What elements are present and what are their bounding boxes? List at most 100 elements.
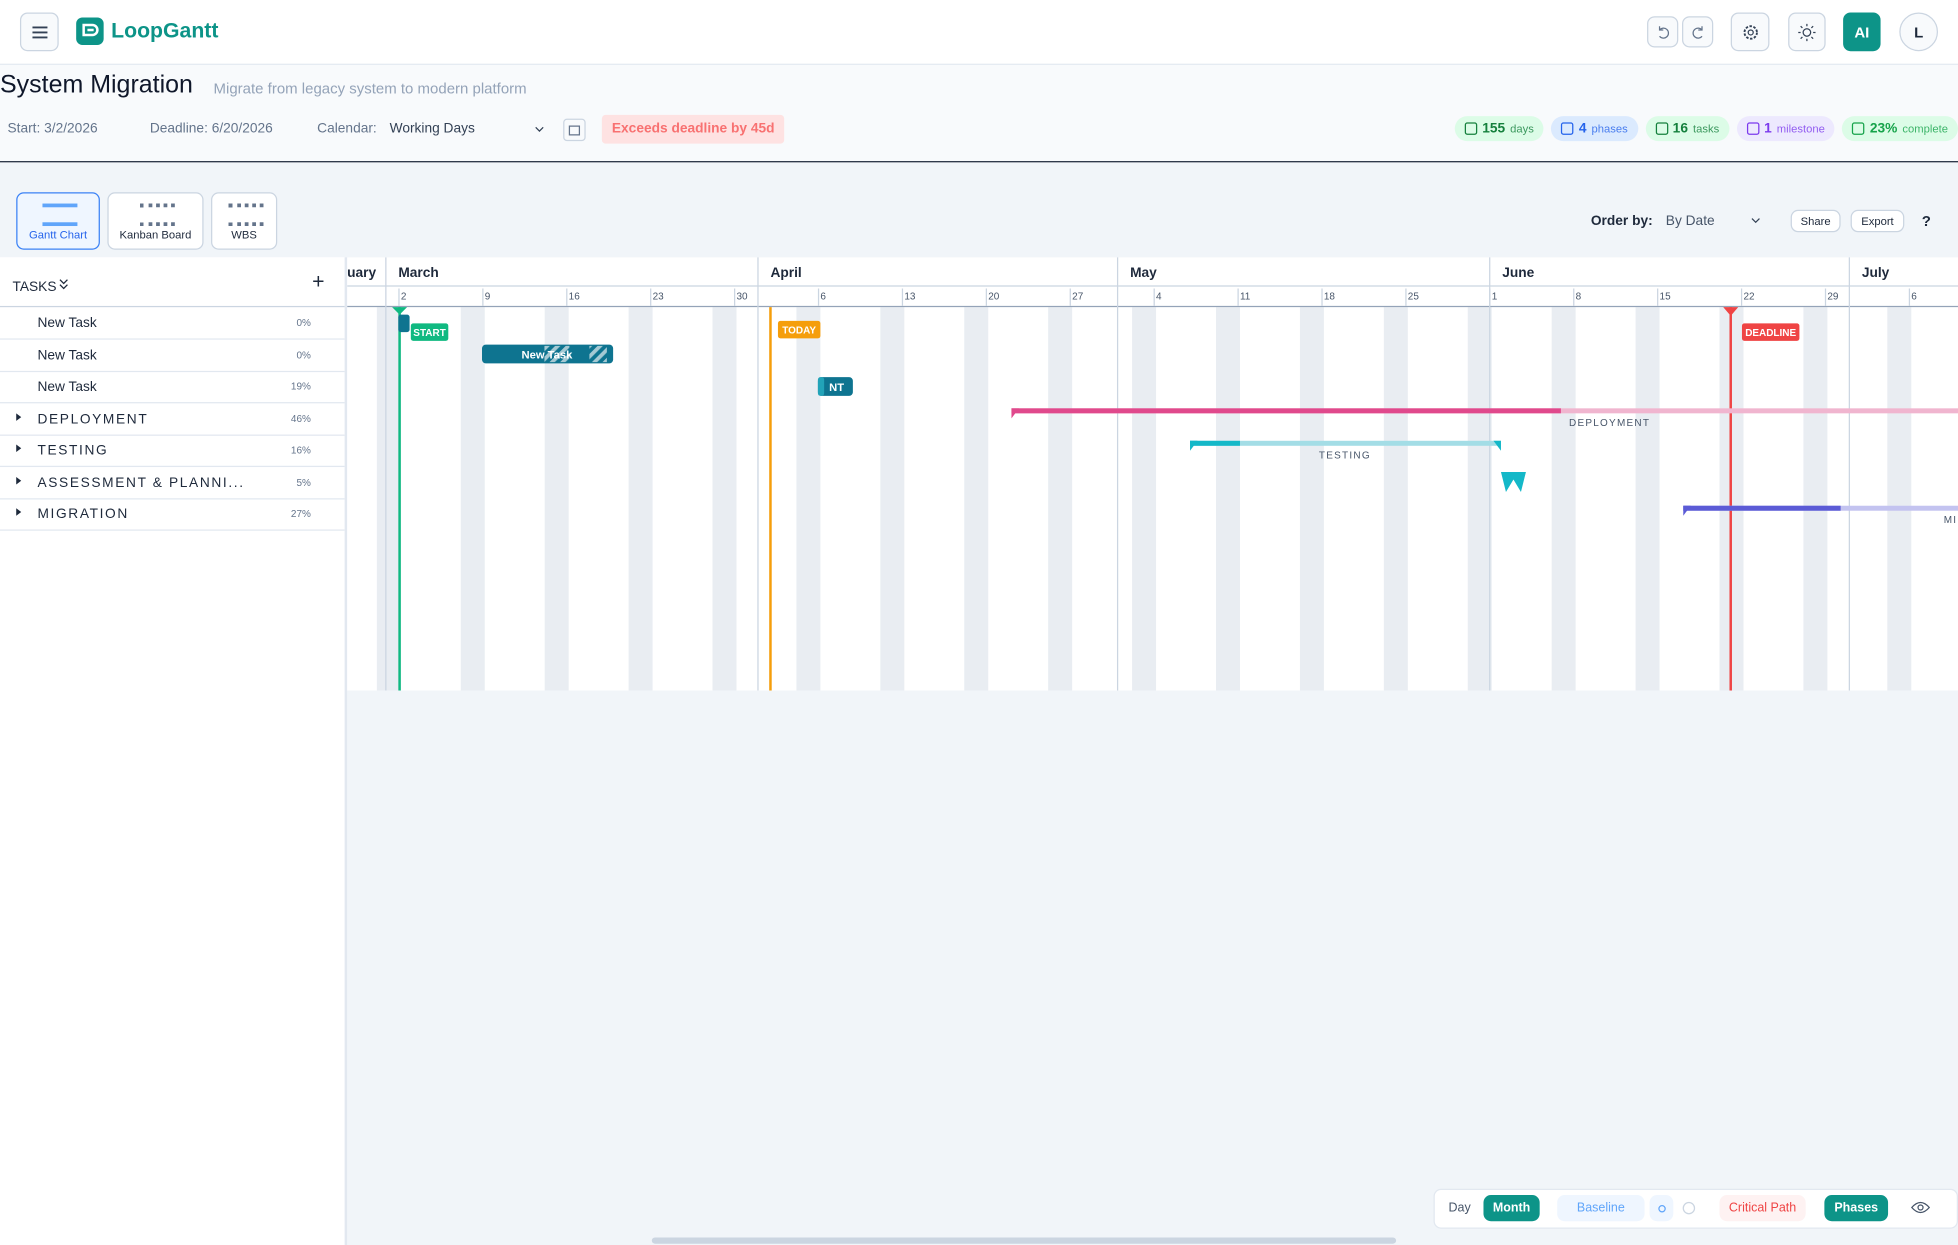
weekend-stripe bbox=[964, 307, 989, 691]
add-task-button[interactable]: + bbox=[312, 269, 325, 294]
eye-icon[interactable] bbox=[1910, 1200, 1931, 1215]
start-date: Start: 3/2/2026 bbox=[7, 121, 98, 137]
toggle-circle[interactable] bbox=[1682, 1201, 1696, 1215]
phase-label: MI bbox=[1944, 515, 1958, 526]
deadline-label: DEADLINE bbox=[1745, 328, 1796, 339]
menu-button[interactable] bbox=[19, 12, 59, 52]
order-select[interactable]: By Date bbox=[1666, 214, 1763, 229]
month-label: uary bbox=[347, 265, 376, 280]
stats: 155 days 4 phases 16 tasks 1 milestone 23% comple… bbox=[1447, 116, 1958, 142]
view-button[interactable]: Kanban Board bbox=[107, 192, 204, 250]
deadline-warning: Exceeds deadline by 45d bbox=[601, 114, 785, 144]
deadline-date: Deadline: 6/20/2026 bbox=[149, 121, 273, 137]
task-name: TESTING bbox=[37, 443, 109, 459]
day-label: 16 bbox=[569, 292, 581, 303]
task-row[interactable]: ASSESSMENT & PLANNI... 5% bbox=[0, 466, 345, 499]
task-row[interactable]: MIGRATION 27% bbox=[0, 498, 345, 531]
task-row[interactable]: TESTING 16% bbox=[0, 435, 345, 468]
day-label: 1 bbox=[1492, 292, 1498, 303]
ai-button[interactable]: AI bbox=[1843, 12, 1881, 52]
share-button[interactable]: Share bbox=[1790, 209, 1841, 233]
view-button[interactable]: Gantt Chart bbox=[16, 192, 100, 250]
day-label: 27 bbox=[1072, 292, 1084, 303]
start-badge bbox=[410, 323, 449, 341]
day-label: 11 bbox=[1240, 292, 1251, 303]
calendar-label: Calendar: bbox=[317, 121, 377, 137]
phase-bar-progress bbox=[1683, 505, 1841, 511]
baseline-settings[interactable] bbox=[1649, 1195, 1674, 1222]
scrollbar[interactable] bbox=[651, 1237, 1397, 1244]
task-row[interactable]: New Task 0% bbox=[0, 307, 345, 340]
day-button[interactable]: Day bbox=[1448, 1201, 1471, 1216]
start-label: START bbox=[413, 328, 445, 339]
bar-end bbox=[1190, 440, 1198, 451]
view-button[interactable]: WBS bbox=[211, 192, 278, 250]
stat-unit: complete bbox=[1902, 122, 1949, 135]
undo-icon bbox=[1658, 25, 1669, 39]
undo-button[interactable] bbox=[1647, 16, 1679, 48]
phase-bar-progress bbox=[1190, 440, 1240, 446]
task-name: ASSESSMENT & PLANNI... bbox=[37, 475, 245, 491]
stat-value: 23% bbox=[1869, 121, 1898, 137]
month-label: May bbox=[1130, 265, 1157, 280]
phases-button[interactable]: Phases bbox=[1824, 1195, 1889, 1222]
day-label: 22 bbox=[1743, 292, 1755, 303]
start-pin bbox=[392, 307, 408, 315]
stat-value: 4 bbox=[1578, 121, 1587, 137]
expand-arrow bbox=[16, 508, 22, 516]
collapse-icon[interactable] bbox=[59, 278, 69, 290]
chevron bbox=[535, 126, 544, 132]
gear-icon bbox=[1657, 1204, 1666, 1212]
day-label: 8 bbox=[1576, 292, 1582, 303]
day-label: 4 bbox=[1156, 292, 1162, 303]
stat-unit: milestone bbox=[1776, 122, 1825, 135]
calendar-select[interactable]: Working Days bbox=[390, 121, 547, 136]
weekend-stripe bbox=[376, 307, 401, 691]
weekend-stripe bbox=[1383, 307, 1408, 691]
task-progress: 19% bbox=[290, 380, 311, 393]
task-bar-label: NT bbox=[829, 382, 844, 394]
task-bar-hatch bbox=[589, 345, 607, 363]
calendar-button[interactable] bbox=[563, 118, 586, 142]
stat-icon bbox=[1561, 122, 1574, 135]
stat-icon bbox=[1746, 122, 1760, 135]
weekend-stripe bbox=[880, 307, 905, 691]
task-bar bbox=[817, 377, 853, 396]
weekend-stripe bbox=[1216, 307, 1240, 691]
weekend-stripe bbox=[796, 307, 821, 691]
task-bar-progress bbox=[817, 377, 825, 396]
task-row[interactable]: DEPLOYMENT 46% bbox=[0, 403, 345, 436]
day-label: 30 bbox=[736, 292, 748, 303]
export-button[interactable]: Export bbox=[1850, 209, 1905, 233]
task-bar-hatch bbox=[544, 345, 570, 363]
month-button[interactable]: Month bbox=[1483, 1195, 1540, 1222]
top-bar bbox=[0, 0, 1958, 65]
baseline-button[interactable]: Baseline bbox=[1557, 1195, 1645, 1222]
task-row[interactable]: New Task 19% bbox=[0, 371, 345, 404]
avatar[interactable]: L bbox=[1899, 12, 1939, 52]
month-label: March bbox=[398, 265, 438, 280]
today-label: TODAY bbox=[782, 325, 816, 336]
phase-label: TESTING bbox=[1319, 450, 1371, 461]
month-label: April bbox=[770, 265, 801, 280]
project-title: System Migration bbox=[0, 71, 193, 99]
task-name: New Task bbox=[37, 379, 97, 395]
help-button[interactable]: ? bbox=[1921, 212, 1931, 230]
weekend-stripe bbox=[544, 307, 569, 691]
critical-path-button[interactable]: Critical Path bbox=[1719, 1195, 1806, 1222]
theme-button[interactable] bbox=[1788, 12, 1826, 52]
task-progress: 16% bbox=[290, 444, 311, 456]
redo-button[interactable] bbox=[1682, 16, 1714, 48]
menu-icon bbox=[31, 25, 47, 38]
bar-end bbox=[1683, 505, 1691, 516]
weekend-stripe bbox=[1635, 307, 1660, 691]
stat-value: 1 bbox=[1764, 121, 1772, 137]
stat-pill: 16 tasks bbox=[1645, 116, 1730, 142]
calendar-value: Working Days bbox=[389, 121, 475, 137]
task-row[interactable]: New Task 0% bbox=[0, 339, 345, 372]
milestone bbox=[1500, 472, 1526, 492]
logo-icon bbox=[76, 17, 104, 45]
settings-button[interactable] bbox=[1730, 12, 1770, 52]
